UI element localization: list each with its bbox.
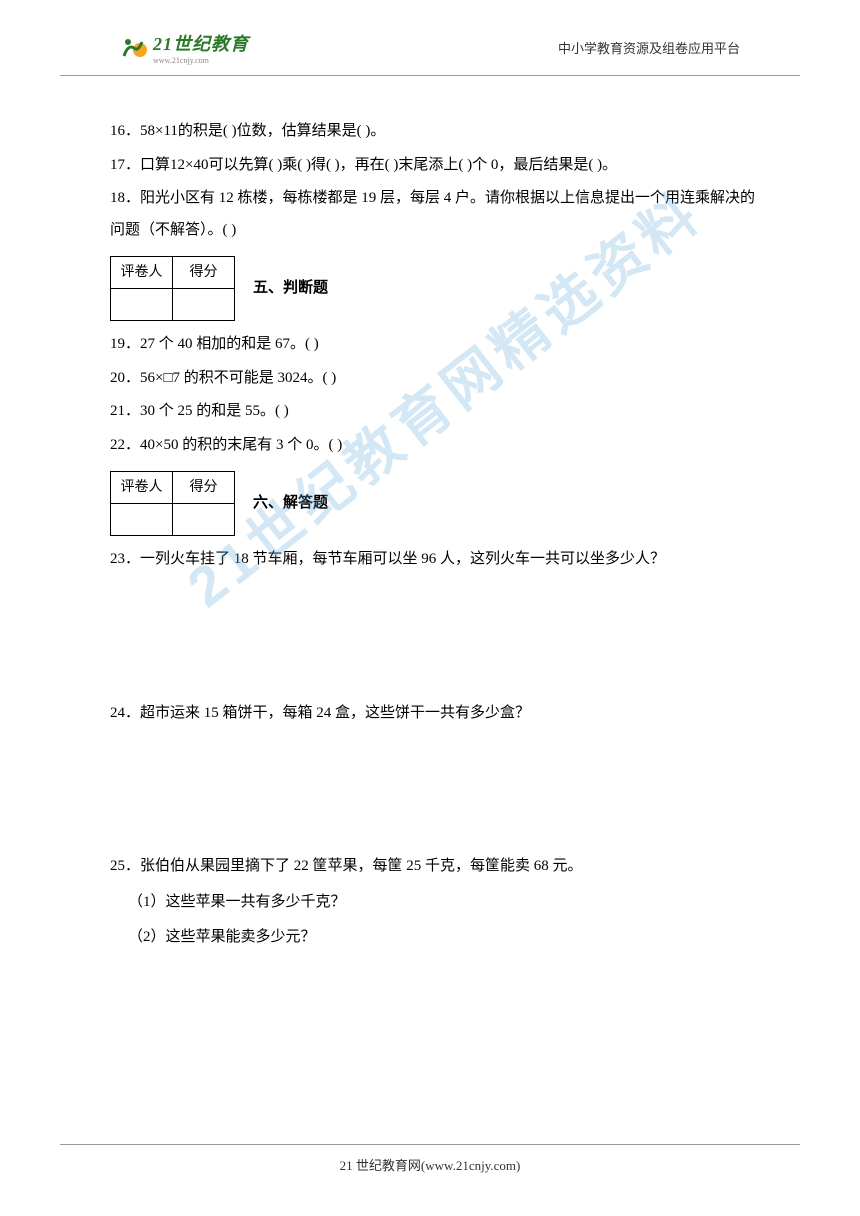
question-17: 17．口算12×40可以先算( )乘( )得( )，再在( )末尾添上( )个 … (110, 150, 760, 182)
question-25-1: （1）这些苹果一共有多少千克？ (110, 887, 760, 919)
score-header: 得分 (173, 257, 235, 289)
score-cell (173, 289, 235, 321)
section-6-title: 六、解答题 (253, 488, 328, 520)
spacer (110, 731, 760, 851)
section-6-row: 评卷人 得分 六、解答题 (110, 463, 760, 544)
question-23: 23．一列火车挂了 18 节车厢，每节车厢可以坐 96 人，这列火车一共可以坐多… (110, 544, 760, 576)
question-25-2: （2）这些苹果能卖多少元？ (110, 922, 760, 954)
logo-icon (120, 34, 148, 62)
header-right: 中小学教育资源及组卷应用平台 (558, 38, 740, 57)
footer: 21 世纪教育网(www.21cnjy.com) (60, 1144, 800, 1174)
grader-cell (111, 504, 173, 536)
logo-sub: www.21cnjy.com (153, 56, 249, 65)
spacer (110, 578, 760, 698)
question-19: 19．27 个 40 相加的和是 67。( ) (110, 329, 760, 361)
question-24: 24．超市运来 15 箱饼干，每箱 24 盒，这些饼干一共有多少盒？ (110, 698, 760, 730)
content: 16．58×11的积是( )位数，估算结果是( )。 17．口算12×40可以先… (0, 76, 860, 974)
logo-text: 21世纪教育 www.21cnjy.com (153, 30, 249, 65)
logo-main: 21世纪教育 (153, 30, 249, 56)
question-18: 18．阳光小区有 12 栋楼，每栋楼都是 19 层，每层 4 户。请你根据以上信… (110, 183, 760, 246)
section-5-title: 五、判断题 (253, 273, 328, 305)
question-21: 21．30 个 25 的和是 55。( ) (110, 396, 760, 428)
question-16: 16．58×11的积是( )位数，估算结果是( )。 (110, 116, 760, 148)
question-20: 20．56×□7 的积不可能是 3024。( ) (110, 363, 760, 395)
section-5-row: 评卷人 得分 五、判断题 (110, 248, 760, 329)
score-table-6: 评卷人 得分 (110, 471, 235, 536)
score-table-5: 评卷人 得分 (110, 256, 235, 321)
grader-header: 评卷人 (111, 257, 173, 289)
grader-cell (111, 289, 173, 321)
grader-header: 评卷人 (111, 472, 173, 504)
question-22: 22．40×50 的积的末尾有 3 个 0。( ) (110, 430, 760, 462)
score-cell (173, 504, 235, 536)
question-25: 25．张伯伯从果园里摘下了 22 筐苹果，每筐 25 千克，每筐能卖 68 元。 (110, 851, 760, 883)
logo: 21世纪教育 www.21cnjy.com (120, 30, 249, 65)
page-header: 21世纪教育 www.21cnjy.com 中小学教育资源及组卷应用平台 (60, 0, 800, 76)
score-header: 得分 (173, 472, 235, 504)
